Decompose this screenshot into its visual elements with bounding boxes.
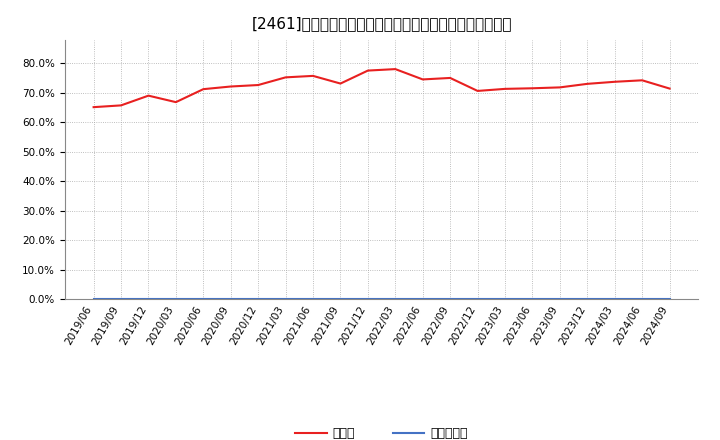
- 有利子負債: [226, 297, 235, 302]
- 有利子負債: [309, 297, 318, 302]
- 現頲金: [418, 77, 427, 82]
- 現頲金: [665, 86, 674, 91]
- 現頲金: [638, 78, 647, 83]
- 現頲金: [611, 79, 619, 84]
- 現頲金: [336, 81, 345, 86]
- 現頲金: [391, 66, 400, 72]
- Legend: 現頲金, 有利子負債: 現頲金, 有利子負債: [290, 422, 473, 440]
- 有利子負債: [418, 297, 427, 302]
- 現頲金: [556, 85, 564, 90]
- 有利子負債: [336, 297, 345, 302]
- 現頲金: [89, 105, 98, 110]
- Line: 現頲金: 現頲金: [94, 69, 670, 107]
- 現頲金: [583, 81, 592, 87]
- 現頲金: [117, 103, 125, 108]
- 有利子負債: [282, 297, 290, 302]
- 有利子負債: [117, 297, 125, 302]
- 有利子負債: [500, 297, 509, 302]
- 有利子負債: [611, 297, 619, 302]
- 有利子負債: [391, 297, 400, 302]
- 現頲金: [282, 75, 290, 80]
- 現頲金: [500, 86, 509, 92]
- 有利子負債: [144, 297, 153, 302]
- 有利子負債: [556, 297, 564, 302]
- 現頲金: [199, 87, 207, 92]
- 現頲金: [473, 88, 482, 94]
- 現頲金: [226, 84, 235, 89]
- 有利子負債: [446, 297, 454, 302]
- Title: [2461]　現頲金、有利子負債の総資産に対する比率の推移: [2461] 現頲金、有利子負債の総資産に対する比率の推移: [251, 16, 512, 32]
- 現頲金: [446, 75, 454, 81]
- 有利子負債: [583, 297, 592, 302]
- 現頲金: [364, 68, 372, 73]
- 有利子負債: [665, 297, 674, 302]
- 有利子負債: [254, 297, 263, 302]
- 有利子負債: [473, 297, 482, 302]
- 現頲金: [171, 99, 180, 105]
- 現頲金: [254, 82, 263, 88]
- 現頲金: [528, 86, 537, 91]
- 有利子負債: [528, 297, 537, 302]
- 有利子負債: [199, 297, 207, 302]
- 有利子負債: [638, 297, 647, 302]
- 現頲金: [144, 93, 153, 98]
- 有利子負債: [171, 297, 180, 302]
- 有利子負債: [364, 297, 372, 302]
- 有利子負債: [89, 297, 98, 302]
- 現頲金: [309, 73, 318, 78]
